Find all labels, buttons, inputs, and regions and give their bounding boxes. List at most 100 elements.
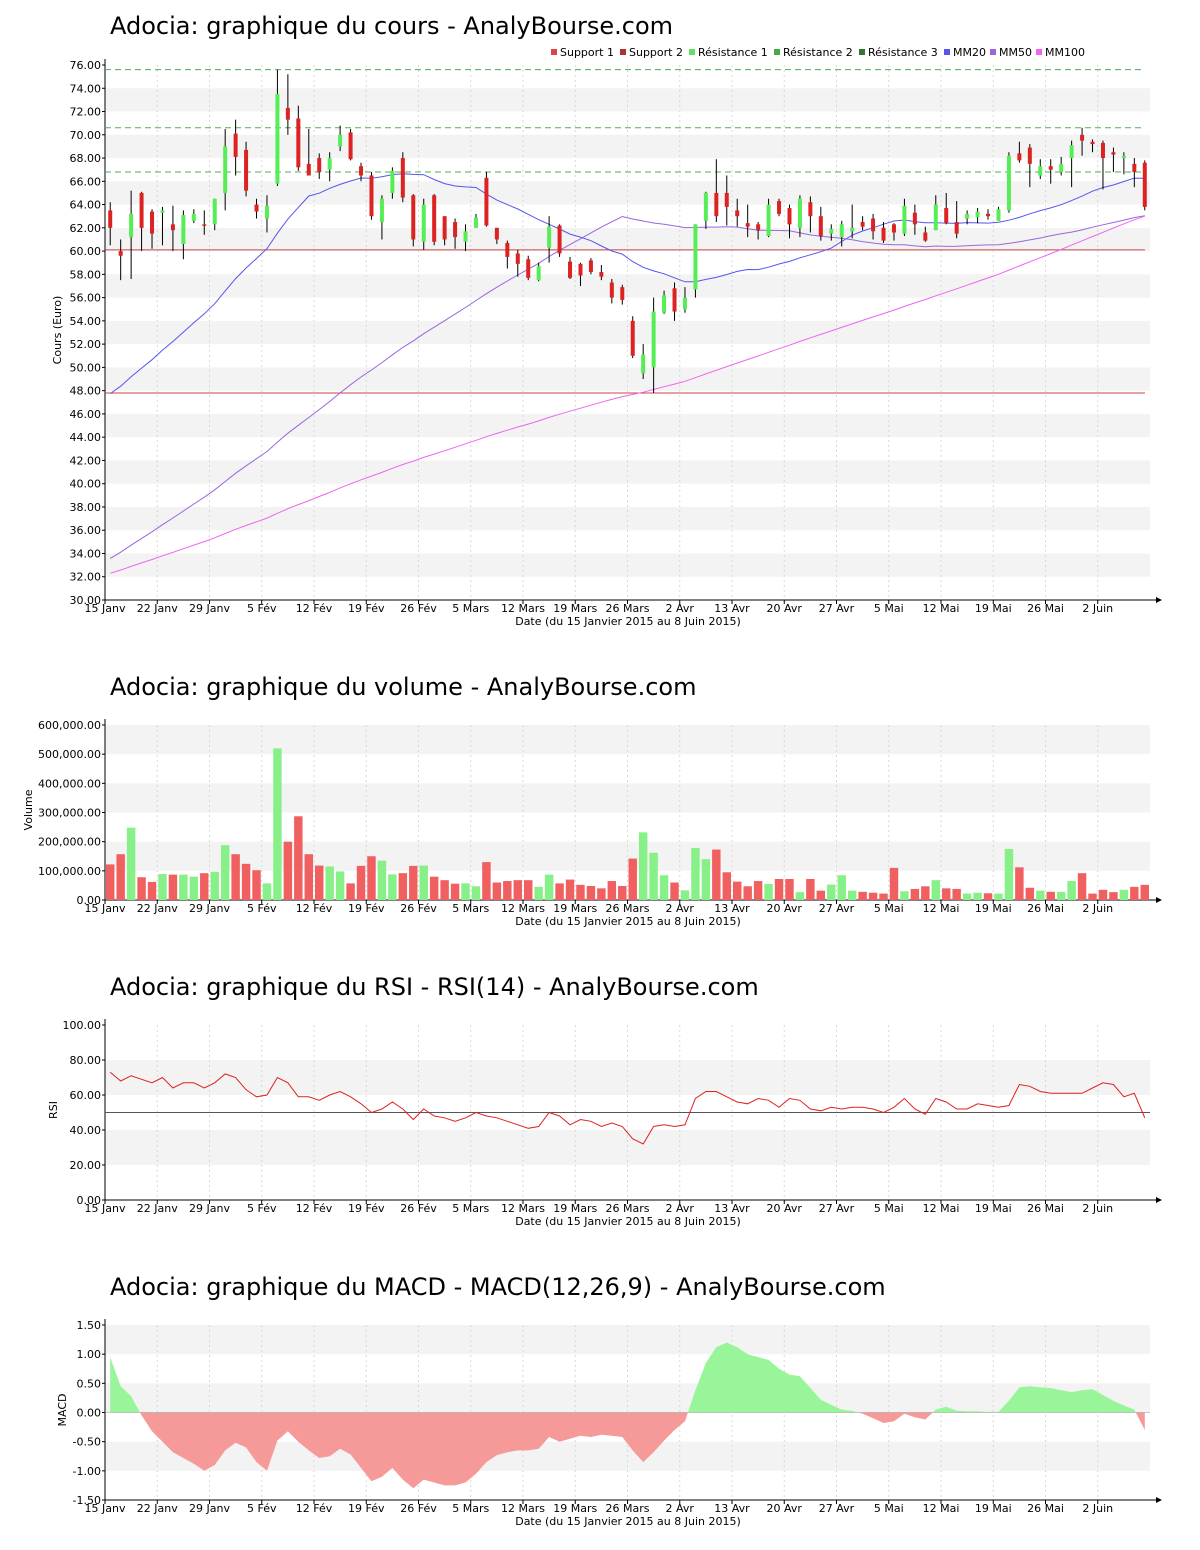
volume-bar: [147, 881, 157, 900]
candle-up: [1038, 166, 1043, 176]
candle-up: [839, 224, 844, 238]
legend-resistance-3: Résistance 3: [868, 46, 938, 59]
price-x-tick-label: 5 Fév: [247, 602, 277, 615]
legend-swatch-mm100: [1036, 49, 1042, 55]
volume-bar: [262, 883, 272, 900]
volume-bar: [973, 892, 982, 900]
volume-bar: [806, 879, 815, 900]
volume-bar: [691, 848, 700, 900]
candle-down: [400, 158, 405, 198]
candle-down: [954, 222, 959, 234]
volume-bar: [670, 882, 679, 900]
price-x-tick-label: 29 Janv: [189, 602, 230, 615]
macd-y-tick-label: 1.50: [77, 1319, 102, 1332]
candle-down: [724, 192, 729, 207]
macd-area-positive: [110, 1357, 140, 1413]
volume-bar: [377, 860, 387, 900]
candle-up: [641, 354, 646, 374]
candle-down: [108, 210, 113, 228]
candle-down: [818, 216, 823, 236]
legend-swatch-mm50: [990, 49, 996, 55]
rsi-x-axis-label: Date (du 15 Janvier 2015 au 8 Juin 2015): [515, 1215, 741, 1228]
price-x-axis-label: Date (du 15 Janvier 2015 au 8 Juin 2015): [515, 615, 741, 628]
rsi-x-tick-label: 2 Juin: [1082, 1202, 1113, 1215]
macd-x-axis-label: Date (du 15 Janvier 2015 au 8 Juin 2015): [515, 1515, 741, 1528]
price-x-tick-label: 20 Avr: [767, 602, 803, 615]
legend-mm20: MM20: [953, 46, 986, 59]
volume-bar: [126, 827, 136, 900]
candle-down: [986, 213, 991, 217]
volume-bar: [931, 880, 940, 900]
candle-up: [662, 295, 667, 313]
macd-x-tick-label: 12 Mars: [501, 1502, 545, 1515]
candle-up: [390, 170, 395, 193]
rsi-chart-title: Adocia: graphique du RSI - RSI(14) - Ana…: [110, 973, 759, 1001]
candle-down: [568, 261, 573, 278]
price-x-tick-label: 2 Juin: [1082, 602, 1113, 615]
price-x-arrow: [1156, 597, 1162, 603]
macd-y-tick-label: 0.00: [77, 1407, 102, 1420]
candle-up: [797, 198, 802, 228]
legend-mm100: MM100: [1045, 46, 1085, 59]
volume-bar: [524, 880, 533, 900]
rsi-x-tick-label: 12 Mai: [923, 1202, 960, 1215]
candle-down: [484, 177, 489, 226]
candle-up: [682, 297, 687, 310]
volume-x-tick-label: 5 Fév: [247, 902, 277, 915]
candle-up: [129, 213, 134, 238]
candle-down: [912, 212, 917, 225]
rsi-y-tick-label: 0.00: [77, 1194, 102, 1207]
candle-down: [1048, 166, 1053, 170]
candle-down: [871, 218, 876, 232]
candle-down: [588, 260, 593, 273]
mm50-line: [109, 215, 1145, 559]
price-x-tick-label: 19 Mai: [975, 602, 1012, 615]
candle-down: [526, 259, 531, 278]
price-legend: Support 1 Support 2 Résistance 1 Résista…: [551, 46, 1085, 59]
volume-x-tick-label: 29 Janv: [189, 902, 230, 915]
candle-down: [745, 223, 750, 227]
macd-x-tick-label: 22 Janv: [137, 1502, 178, 1515]
candle-down: [505, 242, 510, 257]
price-x-tick-label: 19 Fév: [348, 602, 385, 615]
volume-y-tick-label: 400,000.00: [38, 777, 101, 790]
volume-chart-title: Adocia: graphique du volume - AnalyBours…: [110, 673, 696, 701]
volume-bar: [1036, 890, 1045, 900]
rsi-x-tick-label: 26 Fév: [400, 1202, 437, 1215]
candle-down: [881, 227, 886, 241]
volume-bar: [565, 879, 575, 900]
rsi-chart: 0.00 20.00 40.00 60.00 80.00 100.00 15 Janv 22 …: [63, 1019, 1162, 1215]
volume-bar: [1004, 848, 1014, 900]
price-y-tick-label: 76.00: [70, 59, 102, 72]
candle-down: [923, 232, 928, 241]
price-x-tick-label: 2 Avr: [666, 602, 695, 615]
volume-y-tick-label: 600,000.00: [38, 719, 101, 732]
mm20-line: [109, 173, 1145, 395]
volume-bar: [942, 888, 951, 900]
candle-down: [494, 227, 499, 240]
volume-bar: [200, 873, 209, 900]
volume-bar: [1077, 873, 1087, 900]
candle-down: [557, 225, 562, 254]
price-y-tick-label: 60.00: [70, 245, 102, 258]
macd-x-tick-label: 12 Mai: [923, 1502, 960, 1515]
volume-x-tick-label: 20 Avr: [767, 902, 803, 915]
rsi-y-tick-label: 40.00: [70, 1124, 102, 1137]
volume-bar: [816, 890, 826, 900]
candle-down: [620, 287, 625, 300]
volume-bar: [722, 872, 731, 900]
candle-down: [735, 210, 740, 217]
candle-down: [944, 208, 949, 224]
candle-down: [1142, 162, 1147, 207]
volume-bar: [555, 883, 564, 900]
candle-down: [139, 192, 144, 228]
price-y-tick-label: 56.00: [70, 292, 102, 305]
volume-bar: [252, 870, 261, 900]
volume-bar: [116, 854, 125, 900]
candle-down: [599, 272, 604, 277]
macd-x-tick-label: 12 Fév: [296, 1502, 333, 1515]
price-x-tick-label: 26 Mai: [1027, 602, 1064, 615]
candle-down: [306, 163, 311, 176]
macd-x-tick-label: 19 Mars: [553, 1502, 597, 1515]
candle-down: [756, 224, 761, 231]
